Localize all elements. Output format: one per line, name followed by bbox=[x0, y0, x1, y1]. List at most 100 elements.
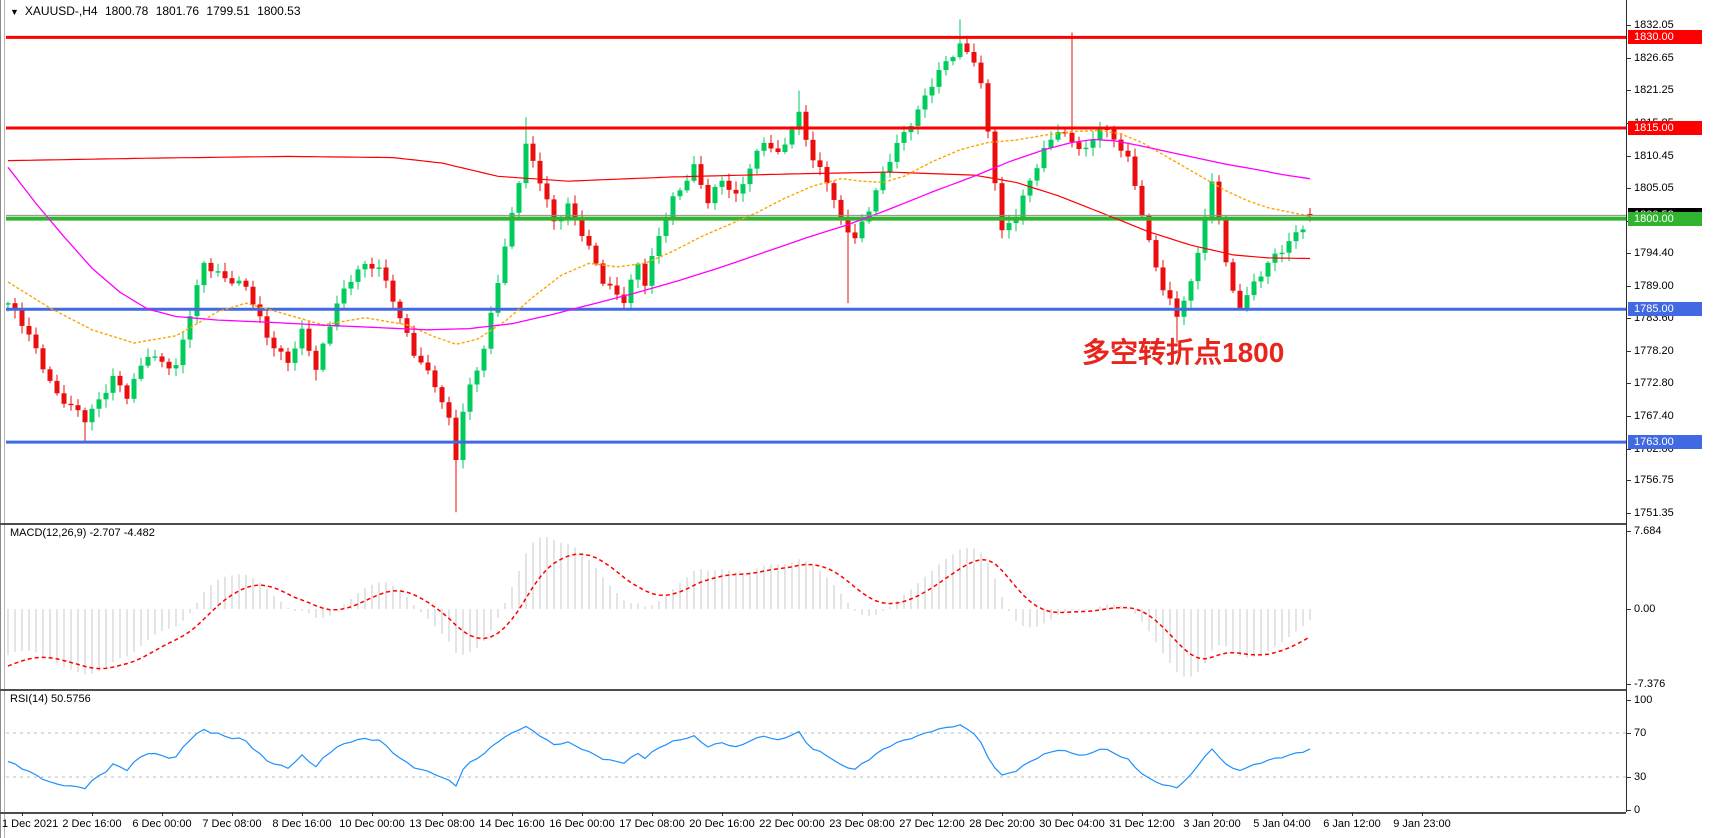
time-tick-label: 1 Dec 2021 bbox=[2, 818, 59, 830]
axis-tick-mark bbox=[1626, 383, 1631, 385]
time-tick-mark bbox=[1422, 812, 1423, 816]
axis-tick-mark bbox=[1626, 512, 1631, 514]
time-tick-mark bbox=[1072, 812, 1073, 816]
axis-tick-mark bbox=[1626, 415, 1631, 417]
time-tick-label: 28 Dec 20:00 bbox=[969, 818, 1035, 830]
price-tick-label: 1794.40 bbox=[1634, 246, 1674, 259]
time-tick-mark bbox=[92, 812, 93, 816]
main-price-chart[interactable] bbox=[6, 0, 1626, 523]
time-tick-mark bbox=[1352, 812, 1353, 816]
axis-tick-mark bbox=[1626, 57, 1631, 59]
time-tick-mark bbox=[582, 812, 583, 816]
indicator-tick-label: 100 bbox=[1634, 694, 1653, 706]
price-tick-label: 1767.40 bbox=[1634, 409, 1674, 422]
axis-tick-mark bbox=[1626, 285, 1631, 287]
axis-tick-mark bbox=[1626, 480, 1631, 482]
window-left-border bbox=[0, 0, 1, 838]
time-tick-label: 27 Dec 12:00 bbox=[899, 818, 965, 830]
axis-tick-mark bbox=[1626, 318, 1631, 320]
symbol-marker-icon: ▼ bbox=[10, 7, 19, 17]
axis-tick-mark bbox=[1626, 609, 1631, 610]
macd-signal-line bbox=[7, 553, 1311, 670]
axis-tick-mark bbox=[1626, 188, 1631, 190]
time-tick-label: 17 Dec 08:00 bbox=[619, 818, 685, 830]
time-tick-mark bbox=[162, 812, 163, 816]
rsi-label: RSI(14) 50.5756 bbox=[10, 693, 91, 705]
axis-tick-mark bbox=[1626, 810, 1631, 811]
time-tick-label: 3 Jan 20:00 bbox=[1183, 818, 1241, 830]
indicator-tick-label: 30 bbox=[1634, 771, 1647, 783]
axis-tick-mark bbox=[1626, 252, 1631, 254]
axis-tick-mark bbox=[1626, 25, 1631, 26]
symbol-period-label: XAUUSD-,H4 bbox=[24, 4, 98, 18]
time-tick-mark bbox=[652, 812, 653, 816]
price-tick-label: 1772.80 bbox=[1634, 377, 1674, 390]
macd-label: MACD(12,26,9) -2.707 -4.482 bbox=[10, 527, 155, 539]
ma-red bbox=[7, 155, 1311, 260]
rsi-indicator-panel[interactable] bbox=[6, 691, 1626, 812]
macd-histogram bbox=[7, 536, 1311, 677]
time-tick-label: 5 Jan 04:00 bbox=[1253, 818, 1311, 830]
time-tick-mark bbox=[862, 812, 863, 816]
time-tick-label: 22 Dec 00:00 bbox=[759, 818, 825, 830]
time-tick-mark bbox=[792, 812, 793, 816]
time-tick-mark bbox=[1142, 812, 1143, 816]
price-tick-label: 1789.00 bbox=[1634, 279, 1674, 292]
time-tick-mark bbox=[22, 812, 23, 816]
horizontal-lines-group bbox=[6, 35, 1626, 444]
ohlc-high: 1801.76 bbox=[155, 4, 200, 18]
time-tick-label: 30 Dec 04:00 bbox=[1039, 818, 1105, 830]
price-tick-label: 1810.45 bbox=[1634, 149, 1674, 162]
time-tick-label: 23 Dec 08:00 bbox=[829, 818, 895, 830]
time-tick-mark bbox=[232, 812, 233, 816]
time-tick-mark bbox=[932, 812, 933, 816]
time-tick-mark bbox=[1282, 812, 1283, 816]
ma-magenta bbox=[7, 138, 1311, 331]
indicator-tick-label: 0 bbox=[1634, 804, 1641, 816]
price-tick-label: 1751.35 bbox=[1634, 506, 1674, 519]
ohlc-close: 1800.53 bbox=[257, 4, 301, 18]
axis-tick-mark bbox=[1626, 531, 1631, 532]
window-left-border-inner bbox=[4, 0, 5, 838]
price-tick-label: 1821.25 bbox=[1634, 84, 1674, 97]
indicator-tick-label: 7.684 bbox=[1634, 525, 1662, 537]
panel-separator[interactable] bbox=[0, 689, 1626, 691]
price-badge-1830.00: 1830.00 bbox=[1628, 30, 1702, 45]
rsi-line bbox=[7, 724, 1311, 790]
macd-indicator-panel[interactable] bbox=[6, 525, 1626, 689]
axis-tick-mark bbox=[1626, 155, 1631, 157]
time-tick-label: 10 Dec 00:00 bbox=[339, 818, 405, 830]
panel-separator bbox=[0, 812, 1626, 814]
time-tick-label: 16 Dec 00:00 bbox=[549, 818, 615, 830]
time-tick-label: 8 Dec 16:00 bbox=[272, 818, 332, 830]
time-tick-mark bbox=[302, 812, 303, 816]
time-tick-label: 13 Dec 08:00 bbox=[409, 818, 475, 830]
time-tick-label: 7 Dec 08:00 bbox=[202, 818, 262, 830]
time-tick-label: 9 Jan 23:00 bbox=[1393, 818, 1451, 830]
price-tick-label: 1832.05 bbox=[1634, 19, 1674, 31]
panel-separator[interactable] bbox=[0, 523, 1626, 525]
axis-tick-mark bbox=[1626, 777, 1631, 778]
axis-tick-mark bbox=[1626, 733, 1631, 734]
time-tick-mark bbox=[722, 812, 723, 816]
axis-tick-mark bbox=[1626, 90, 1631, 92]
chart-title: ▼ XAUUSD-,H4 1800.78 1801.76 1799.51 1800… bbox=[10, 4, 305, 18]
price-tick-label: 1826.65 bbox=[1634, 51, 1674, 64]
axis-tick-mark bbox=[1626, 684, 1631, 685]
indicator-tick-label: -7.376 bbox=[1634, 678, 1666, 690]
time-tick-mark bbox=[372, 812, 373, 816]
time-tick-label: 2 Dec 16:00 bbox=[62, 818, 122, 830]
ohlc-open: 1800.78 bbox=[104, 4, 149, 18]
price-badge-1785.00: 1785.00 bbox=[1628, 302, 1702, 317]
price-tick-label: 1756.75 bbox=[1634, 474, 1674, 487]
axis-tick-mark bbox=[1626, 350, 1631, 352]
time-tick-label: 14 Dec 16:00 bbox=[479, 818, 545, 830]
indicator-tick-label: 70 bbox=[1634, 727, 1647, 739]
price-tick-label: 1778.20 bbox=[1634, 344, 1674, 357]
axis-tick-mark bbox=[1626, 700, 1631, 701]
time-tick-mark bbox=[1212, 812, 1213, 816]
indicator-tick-label: 0.00 bbox=[1634, 603, 1656, 615]
time-tick-mark bbox=[1002, 812, 1003, 816]
time-tick-label: 31 Dec 12:00 bbox=[1109, 818, 1175, 830]
